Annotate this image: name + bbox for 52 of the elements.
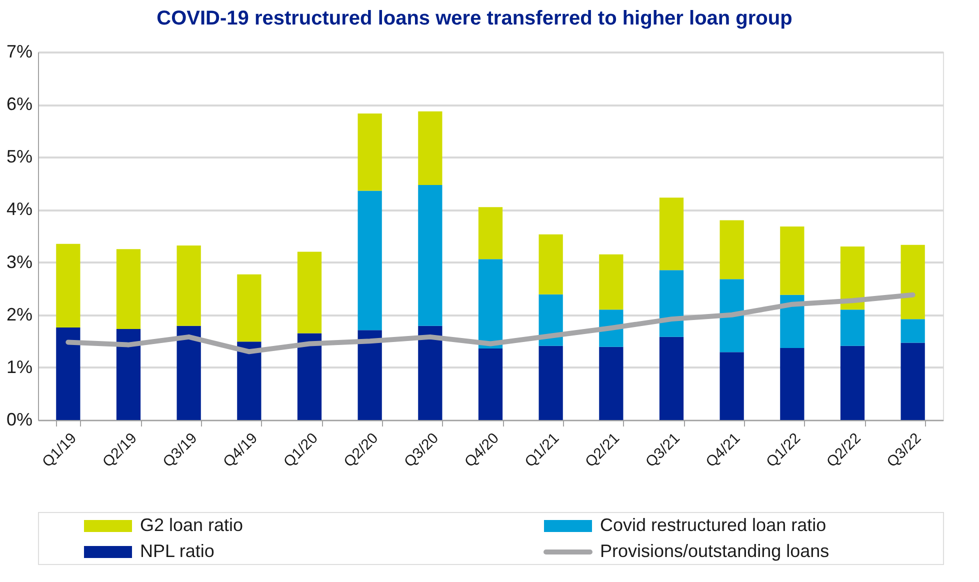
- legend-label: G2 loan ratio: [140, 515, 244, 535]
- bar: [116, 249, 141, 330]
- bar: [418, 185, 442, 326]
- bar: [478, 207, 503, 260]
- bar: [237, 274, 262, 342]
- y-tick-label: 5%: [6, 146, 32, 167]
- y-tick-label: 2%: [6, 304, 32, 324]
- bar: [900, 342, 925, 420]
- bar: [599, 254, 624, 310]
- bar: [176, 326, 201, 420]
- y-tick-label: 1%: [6, 356, 32, 377]
- y-tick-label: 6%: [6, 94, 32, 114]
- legend-label: Provisions/outstanding loans: [600, 541, 830, 561]
- bar: [780, 294, 804, 348]
- y-tick-label: 7%: [6, 42, 32, 62]
- bar: [780, 348, 804, 420]
- bar: [358, 114, 382, 191]
- bar: [116, 329, 141, 420]
- bar: [780, 226, 804, 295]
- bar: [720, 220, 744, 280]
- bar: [478, 348, 503, 420]
- legend-label: Covid restructured loan ratio: [600, 515, 826, 535]
- bar: [56, 327, 80, 420]
- bar: [720, 279, 744, 352]
- bar: [297, 333, 322, 420]
- y-tick-label: 3%: [6, 252, 32, 272]
- bar: [358, 330, 382, 420]
- bar: [538, 234, 563, 294]
- bar: [840, 246, 865, 310]
- legend-label: NPL ratio: [140, 541, 214, 561]
- bar: [900, 244, 925, 320]
- bar: [720, 352, 744, 420]
- bar: [418, 111, 442, 186]
- bar: [176, 245, 201, 326]
- bar: [659, 198, 684, 270]
- bar: [297, 252, 322, 334]
- y-tick-label: 0%: [6, 410, 32, 430]
- bar: [900, 319, 925, 343]
- bar: [358, 190, 382, 330]
- bar: [840, 310, 865, 346]
- chart-title: COVID-19 restructured loans were transferred to higher loan group: [156, 8, 792, 30]
- bar: [478, 259, 503, 349]
- bar: [659, 336, 684, 420]
- bar: [538, 294, 563, 346]
- bar: [599, 346, 624, 420]
- bar: [659, 270, 684, 337]
- bar: [237, 342, 262, 420]
- bar: [418, 326, 442, 420]
- y-tick-label: 4%: [6, 199, 32, 220]
- bar: [56, 244, 80, 328]
- bar: [840, 346, 865, 420]
- bar: [538, 346, 563, 420]
